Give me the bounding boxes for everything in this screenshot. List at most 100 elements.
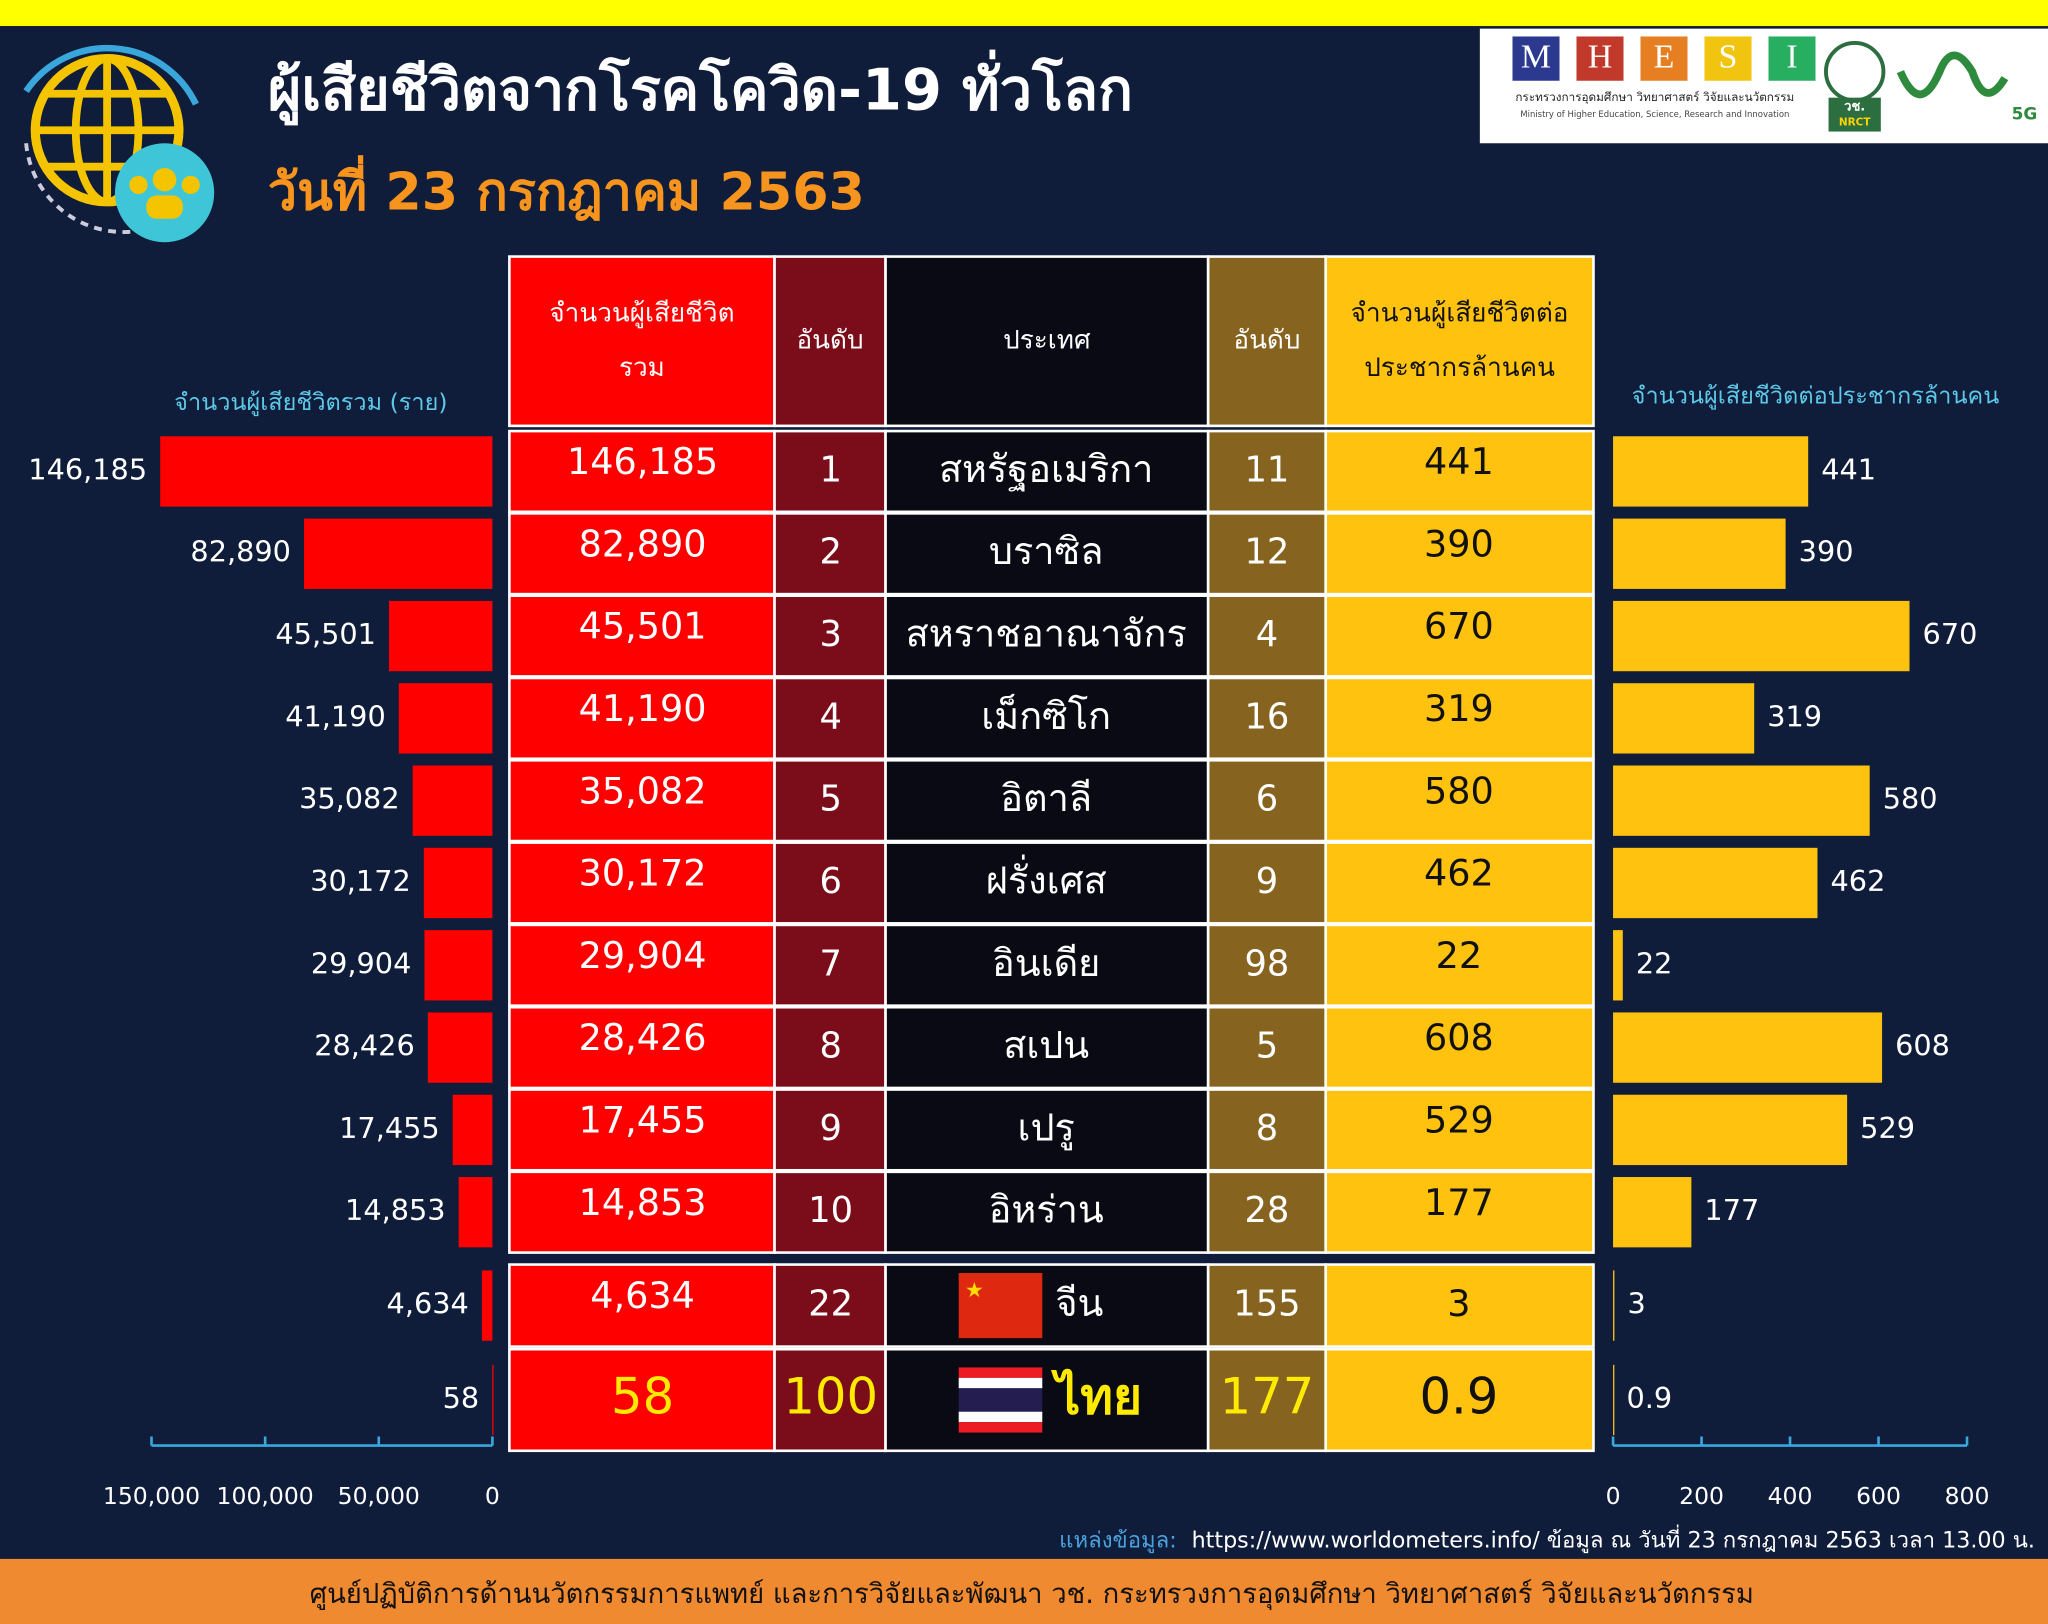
cell-rank-per-million: 177 — [1220, 1368, 1315, 1426]
table-cell — [773, 1088, 887, 1172]
x-tick-label: 800 — [1945, 1482, 1990, 1510]
nrct-plate — [1828, 97, 1881, 132]
value-label: 441 — [1821, 452, 1876, 486]
x-tick-label: 0 — [485, 1482, 500, 1510]
cell-deaths: 28,426 — [579, 1016, 707, 1059]
top-band — [0, 0, 2048, 27]
cell-per-million: 462 — [1424, 852, 1494, 895]
flag-thai-stripe — [958, 1422, 1043, 1433]
table-cell — [884, 1263, 1210, 1348]
x-tick-label: 150,000 — [103, 1482, 200, 1510]
table-cell — [1324, 1170, 1595, 1254]
table-cell — [1206, 1005, 1328, 1090]
table-cell — [1324, 1005, 1595, 1090]
table-cell — [1206, 1088, 1328, 1172]
logo-box — [1479, 28, 2048, 144]
bar — [1613, 1094, 1848, 1166]
cell-country: สหราชอาณาจักร — [906, 612, 1187, 656]
cell-per-million: 0.9 — [1419, 1368, 1498, 1426]
table-cell — [884, 1170, 1210, 1254]
cell-rank-deaths: 10 — [808, 1190, 853, 1231]
value-label: 82,890 — [190, 535, 291, 569]
cell-rank-per-million: 5 — [1256, 1026, 1278, 1067]
table-cell — [1206, 1263, 1328, 1348]
table-cell — [508, 429, 776, 514]
value-label: 58 — [443, 1381, 480, 1415]
cell-country: จีน — [1055, 1281, 1103, 1325]
value-label: 580 — [1883, 782, 1938, 816]
table-cell — [884, 1088, 1210, 1172]
bar — [424, 930, 493, 1001]
logo-tile — [1576, 36, 1624, 81]
table-cell — [884, 429, 1210, 514]
logo-letter: M — [1521, 39, 1551, 76]
bar — [1613, 600, 1910, 672]
table-cell — [1206, 1347, 1328, 1453]
table-cell — [508, 1088, 776, 1172]
table-cell — [884, 512, 1210, 596]
header-cell — [508, 255, 776, 428]
title: ผู้เสียชีวิตจากโรคโควิด-19 ทั่วโลก — [268, 49, 1133, 125]
value-label: 319 — [1767, 699, 1822, 733]
table-cell — [1206, 923, 1328, 1007]
globe-icon — [23, 44, 215, 243]
header-text: จำนวนผู้เสียชีวิต — [549, 298, 734, 328]
ministry-th: กระทรวงการอุดมศึกษา วิทยาศาสตร์ วิจัยและ… — [1515, 90, 1794, 104]
table-cell — [773, 1263, 887, 1348]
bar — [1613, 518, 1786, 589]
table-cell — [1206, 1170, 1328, 1254]
value-label: 462 — [1831, 864, 1886, 898]
cell-rank-per-million: 12 — [1245, 532, 1290, 573]
table-cell — [1324, 841, 1595, 925]
cell-per-million: 529 — [1424, 1099, 1494, 1142]
bar — [398, 683, 493, 754]
flag-thai-stripe — [958, 1411, 1043, 1423]
value-label: 14,853 — [345, 1193, 446, 1227]
cell-rank-per-million: 155 — [1233, 1284, 1300, 1325]
logo-letter: S — [1719, 39, 1738, 76]
cell-rank-per-million: 28 — [1245, 1190, 1290, 1231]
logo-tile — [1640, 36, 1688, 81]
cell-country: อิหร่าน — [989, 1188, 1104, 1232]
x-tick-label: 600 — [1856, 1482, 1901, 1510]
header-text: อันดับ — [1233, 326, 1300, 356]
cell-rank-deaths: 1 — [819, 449, 841, 490]
x-tick-label: 200 — [1679, 1482, 1724, 1510]
cell-deaths: 30,172 — [579, 852, 707, 895]
table-cell — [773, 841, 887, 925]
x-tick-label: 0 — [1606, 1482, 1621, 1510]
table-cell — [1324, 512, 1595, 596]
cell-rank-per-million: 11 — [1245, 449, 1290, 490]
table-cell — [1324, 1347, 1595, 1453]
value-label: 390 — [1799, 535, 1854, 569]
header-cell — [1206, 255, 1328, 428]
cell-per-million: 3 — [1447, 1282, 1470, 1325]
bar — [423, 847, 493, 919]
cell-rank-deaths: 100 — [783, 1368, 878, 1426]
value-label: 177 — [1704, 1193, 1759, 1227]
flag-thai-stripe — [958, 1377, 1043, 1389]
date: วันที่ 23 กรกฎาคม 2563 — [268, 154, 865, 222]
bar — [1613, 1364, 1615, 1436]
table-cell — [1324, 594, 1595, 678]
cell-rank-deaths: 9 — [819, 1108, 841, 1149]
table-cell — [1324, 758, 1595, 843]
vc-logo — [1896, 51, 2009, 99]
value-label: 30,172 — [310, 864, 411, 898]
cell-country: ไทย — [1050, 1368, 1142, 1426]
table-cell — [1206, 512, 1328, 596]
header-text: ประเทศ — [1003, 326, 1091, 356]
x-tick-label: 50,000 — [338, 1482, 420, 1510]
cell-country: อินเดีย — [992, 941, 1100, 985]
cell-rank-per-million: 16 — [1245, 696, 1290, 737]
cell-rank-per-million: 8 — [1256, 1108, 1278, 1149]
source-label: แหล่งข้อมูล: — [1059, 1527, 1177, 1553]
cell-rank-deaths: 5 — [819, 779, 841, 820]
cell-country: สเปน — [1003, 1023, 1089, 1067]
value-label: 670 — [1923, 617, 1978, 651]
cell-deaths: 58 — [611, 1368, 674, 1426]
table-cell — [1324, 1263, 1595, 1348]
logo-letter: E — [1654, 39, 1675, 76]
value-label: 17,455 — [339, 1111, 440, 1145]
source-text: https://www.worldometers.info/ ข้อมูล ณ … — [1192, 1524, 2035, 1553]
